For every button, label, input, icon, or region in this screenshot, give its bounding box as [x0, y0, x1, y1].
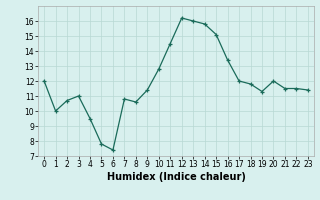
X-axis label: Humidex (Indice chaleur): Humidex (Indice chaleur)	[107, 172, 245, 182]
